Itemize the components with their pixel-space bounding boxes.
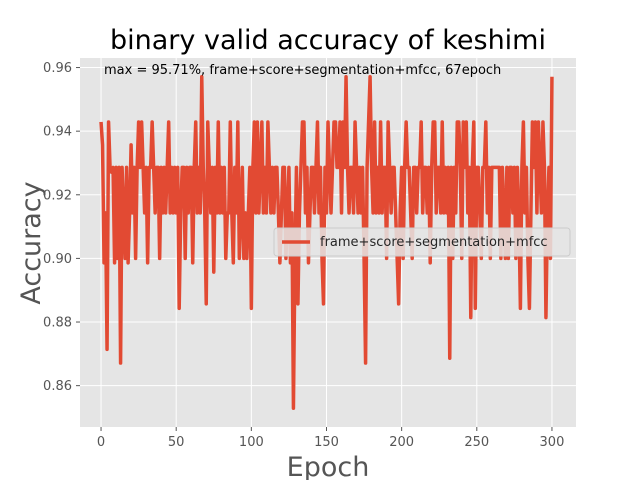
y-axis-label: Accuracy bbox=[16, 181, 47, 304]
x-tick-label: 100 bbox=[239, 435, 264, 450]
x-axis-label: Epoch bbox=[287, 452, 370, 480]
x-tick-label: 250 bbox=[464, 435, 489, 450]
legend: frame+score+segmentation+mfcc bbox=[273, 227, 571, 257]
x-tick-label: 300 bbox=[540, 435, 565, 450]
y-tick-label: 0.90 bbox=[43, 252, 72, 267]
series-line bbox=[99, 75, 554, 410]
max-annotation: max = 95.71%, frame+score+segmentation+m… bbox=[104, 63, 501, 78]
series-layer bbox=[99, 75, 554, 410]
chart-title: binary valid accuracy of keshimi bbox=[110, 25, 546, 56]
y-tick-label: 0.94 bbox=[43, 125, 72, 140]
x-tick-label: 150 bbox=[314, 435, 339, 450]
y-tick-label: 0.92 bbox=[43, 188, 72, 203]
x-tick-label: 200 bbox=[389, 435, 414, 450]
x-tick-label: 50 bbox=[168, 435, 185, 450]
y-tick-label: 0.88 bbox=[43, 316, 72, 331]
y-tick-label: 0.96 bbox=[43, 61, 72, 76]
legend-label: frame+score+segmentation+mfcc bbox=[320, 235, 548, 250]
tick-labels: 0 50 100 150 200 250 300 0.86 0.88 0.90 0.92 0.94 0.… bbox=[43, 61, 564, 450]
legend-box bbox=[273, 227, 571, 257]
y-tick-label: 0.86 bbox=[43, 379, 72, 394]
x-tick-label: 0 bbox=[97, 435, 105, 450]
